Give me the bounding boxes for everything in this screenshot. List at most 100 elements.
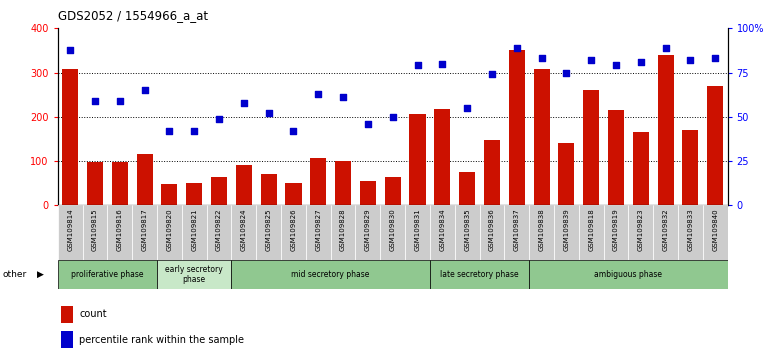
Text: GSM109824: GSM109824 (241, 208, 247, 251)
Bar (554, 205, 579, 260)
Text: GSM109834: GSM109834 (440, 208, 445, 251)
Bar (58, 205, 82, 260)
Text: percentile rank within the sample: percentile rank within the sample (79, 335, 244, 345)
Bar (628, 205, 653, 260)
Bar (310, 158, 326, 205)
Text: GSM109833: GSM109833 (688, 208, 694, 251)
Point (362, 121, 374, 127)
Bar (107, 205, 132, 260)
Text: GSM109831: GSM109831 (414, 208, 420, 251)
Point (387, 114, 399, 120)
Point (634, 59, 647, 65)
Bar (410, 114, 426, 205)
Bar (256, 205, 281, 260)
Bar (579, 205, 604, 260)
Text: GSM109819: GSM109819 (613, 208, 619, 251)
Bar (232, 260, 430, 289)
Text: GSM109832: GSM109832 (663, 208, 668, 251)
Bar (682, 130, 698, 205)
Bar (633, 132, 649, 205)
Bar (206, 205, 232, 260)
Text: late secretory phase: late secretory phase (440, 270, 519, 279)
Text: ambiguous phase: ambiguous phase (594, 270, 662, 279)
Text: GSM109825: GSM109825 (266, 208, 272, 251)
Bar (281, 205, 306, 260)
Point (511, 45, 523, 51)
Bar (385, 177, 400, 205)
Point (287, 128, 300, 134)
Bar (182, 205, 206, 260)
Text: GSM109836: GSM109836 (489, 208, 495, 251)
Bar (306, 205, 330, 260)
Bar (61, 306, 73, 323)
Bar (608, 110, 624, 205)
Text: GSM109838: GSM109838 (538, 208, 544, 251)
Point (561, 70, 573, 75)
Point (685, 57, 697, 63)
Bar (236, 166, 252, 205)
Bar (707, 86, 723, 205)
Bar (136, 154, 152, 205)
Text: GSM109817: GSM109817 (142, 208, 148, 251)
Bar (405, 205, 430, 260)
Point (585, 57, 598, 63)
Text: GSM109815: GSM109815 (92, 208, 98, 251)
Text: GSM109840: GSM109840 (712, 208, 718, 251)
Bar (335, 161, 351, 205)
Bar (211, 177, 227, 205)
Bar (157, 205, 182, 260)
Bar (330, 205, 356, 260)
Text: GSM109820: GSM109820 (166, 208, 172, 251)
Point (238, 100, 250, 105)
Point (188, 128, 200, 134)
Bar (356, 205, 380, 260)
Text: GSM109835: GSM109835 (464, 208, 470, 251)
Bar (87, 162, 103, 205)
Text: GSM109814: GSM109814 (67, 208, 73, 251)
Point (163, 128, 176, 134)
Text: GSM109829: GSM109829 (365, 208, 371, 251)
Point (610, 63, 622, 68)
Bar (82, 205, 107, 260)
Text: early secretory
phase: early secretory phase (166, 265, 223, 284)
Bar (434, 109, 450, 205)
Bar (484, 140, 500, 205)
Text: GSM109839: GSM109839 (564, 208, 569, 251)
Bar (504, 205, 529, 260)
Bar (509, 51, 525, 205)
Point (337, 95, 350, 100)
Bar (112, 162, 128, 205)
Point (486, 72, 498, 77)
Bar (132, 205, 157, 260)
Text: GSM109818: GSM109818 (588, 208, 594, 251)
Point (411, 63, 424, 68)
Point (535, 56, 547, 61)
Text: mid secretory phase: mid secretory phase (292, 270, 370, 279)
Bar (529, 260, 728, 289)
Bar (455, 205, 480, 260)
Point (436, 61, 448, 67)
Point (213, 116, 225, 121)
Bar (430, 260, 529, 289)
Point (263, 110, 275, 116)
Point (64, 47, 76, 52)
Bar (380, 205, 405, 260)
Point (461, 105, 474, 111)
Text: ▶: ▶ (37, 270, 44, 279)
Bar (157, 260, 232, 289)
Bar (62, 69, 79, 205)
Text: GSM109830: GSM109830 (390, 208, 396, 251)
Bar (658, 55, 674, 205)
Bar (604, 205, 628, 260)
Bar (61, 331, 73, 348)
Bar (703, 205, 728, 260)
Bar (480, 205, 504, 260)
Text: GSM109821: GSM109821 (191, 208, 197, 251)
Point (139, 87, 151, 93)
Text: GSM109826: GSM109826 (290, 208, 296, 251)
Bar (186, 183, 203, 205)
Bar (558, 143, 574, 205)
Bar (534, 69, 550, 205)
Bar (286, 183, 302, 205)
Point (709, 56, 721, 61)
